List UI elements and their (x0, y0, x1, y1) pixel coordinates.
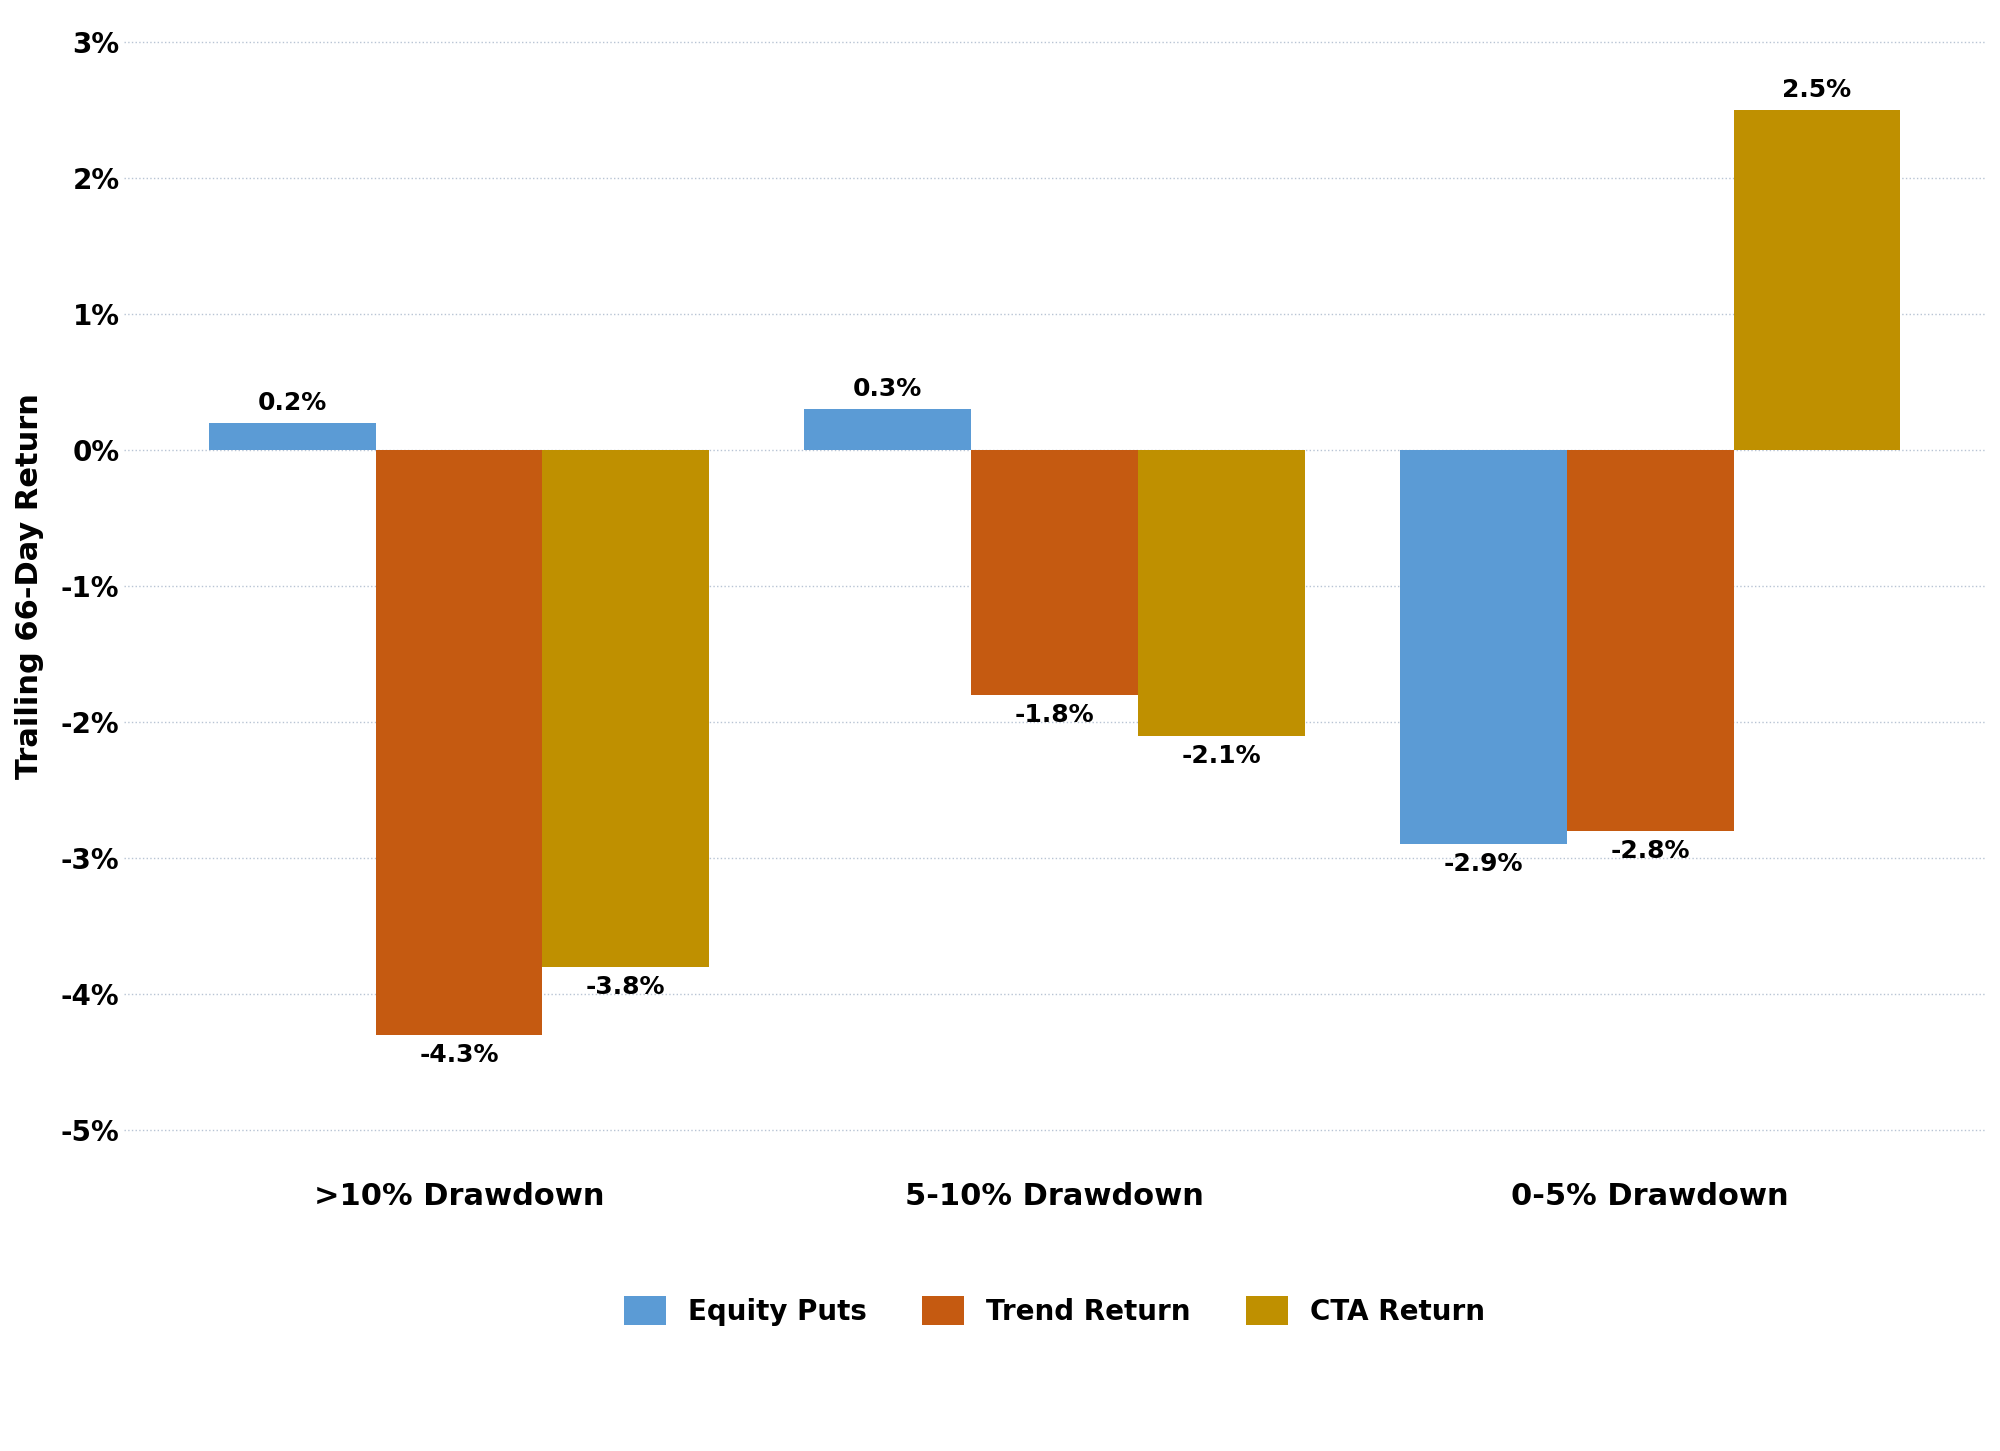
Bar (1400, 450, 1566, 844)
Text: -1.8%: -1.8% (1014, 702, 1094, 727)
Legend: Equity Puts, Trend Return, CTA Return: Equity Puts, Trend Return, CTA Return (612, 1286, 1496, 1336)
Bar (1566, 450, 1734, 831)
Text: -3.8%: -3.8% (586, 975, 666, 998)
Bar (1734, 110, 1900, 450)
Bar (804, 409, 972, 450)
Text: -2.8%: -2.8% (1610, 839, 1690, 863)
Bar (208, 422, 376, 450)
Text: -2.1%: -2.1% (1182, 744, 1262, 768)
Bar (376, 450, 542, 1035)
Text: 2.5%: 2.5% (1782, 78, 1852, 102)
Bar (542, 450, 710, 966)
Bar (972, 450, 1138, 695)
Text: -2.9%: -2.9% (1444, 852, 1524, 876)
Bar (1138, 450, 1304, 736)
Text: 0.2%: 0.2% (258, 390, 326, 415)
Y-axis label: Trailing 66-Day Return: Trailing 66-Day Return (14, 393, 44, 779)
Text: 0.3%: 0.3% (854, 377, 922, 400)
Text: -4.3%: -4.3% (420, 1043, 498, 1066)
